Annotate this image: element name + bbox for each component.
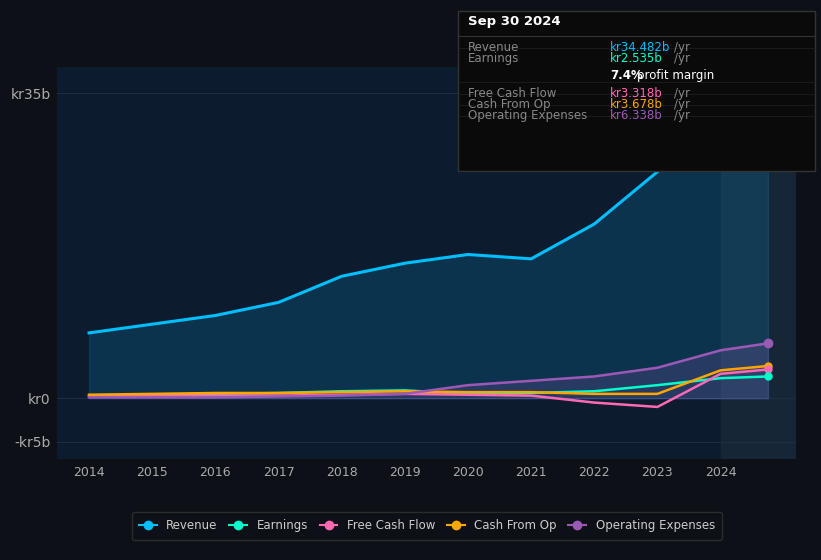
Text: /yr: /yr bbox=[674, 52, 690, 65]
Bar bbox=[721, 67, 796, 459]
Text: kr3.678b: kr3.678b bbox=[610, 98, 663, 111]
Text: kr3.318b: kr3.318b bbox=[610, 87, 663, 100]
Legend: Revenue, Earnings, Free Cash Flow, Cash From Op, Operating Expenses: Revenue, Earnings, Free Cash Flow, Cash … bbox=[132, 512, 722, 539]
Text: /yr: /yr bbox=[674, 109, 690, 122]
Text: /yr: /yr bbox=[674, 98, 690, 111]
Text: /yr: /yr bbox=[674, 87, 690, 100]
Text: Earnings: Earnings bbox=[468, 52, 520, 65]
Text: Sep 30 2024: Sep 30 2024 bbox=[468, 15, 561, 28]
Text: kr34.482b: kr34.482b bbox=[610, 41, 671, 54]
Text: kr6.338b: kr6.338b bbox=[610, 109, 663, 122]
Text: Free Cash Flow: Free Cash Flow bbox=[468, 87, 557, 100]
Text: profit margin: profit margin bbox=[637, 69, 714, 82]
Text: /yr: /yr bbox=[674, 41, 690, 54]
Text: Operating Expenses: Operating Expenses bbox=[468, 109, 587, 122]
Text: kr2.535b: kr2.535b bbox=[610, 52, 663, 65]
Text: Cash From Op: Cash From Op bbox=[468, 98, 550, 111]
Text: Revenue: Revenue bbox=[468, 41, 520, 54]
Text: 7.4%: 7.4% bbox=[610, 69, 643, 82]
